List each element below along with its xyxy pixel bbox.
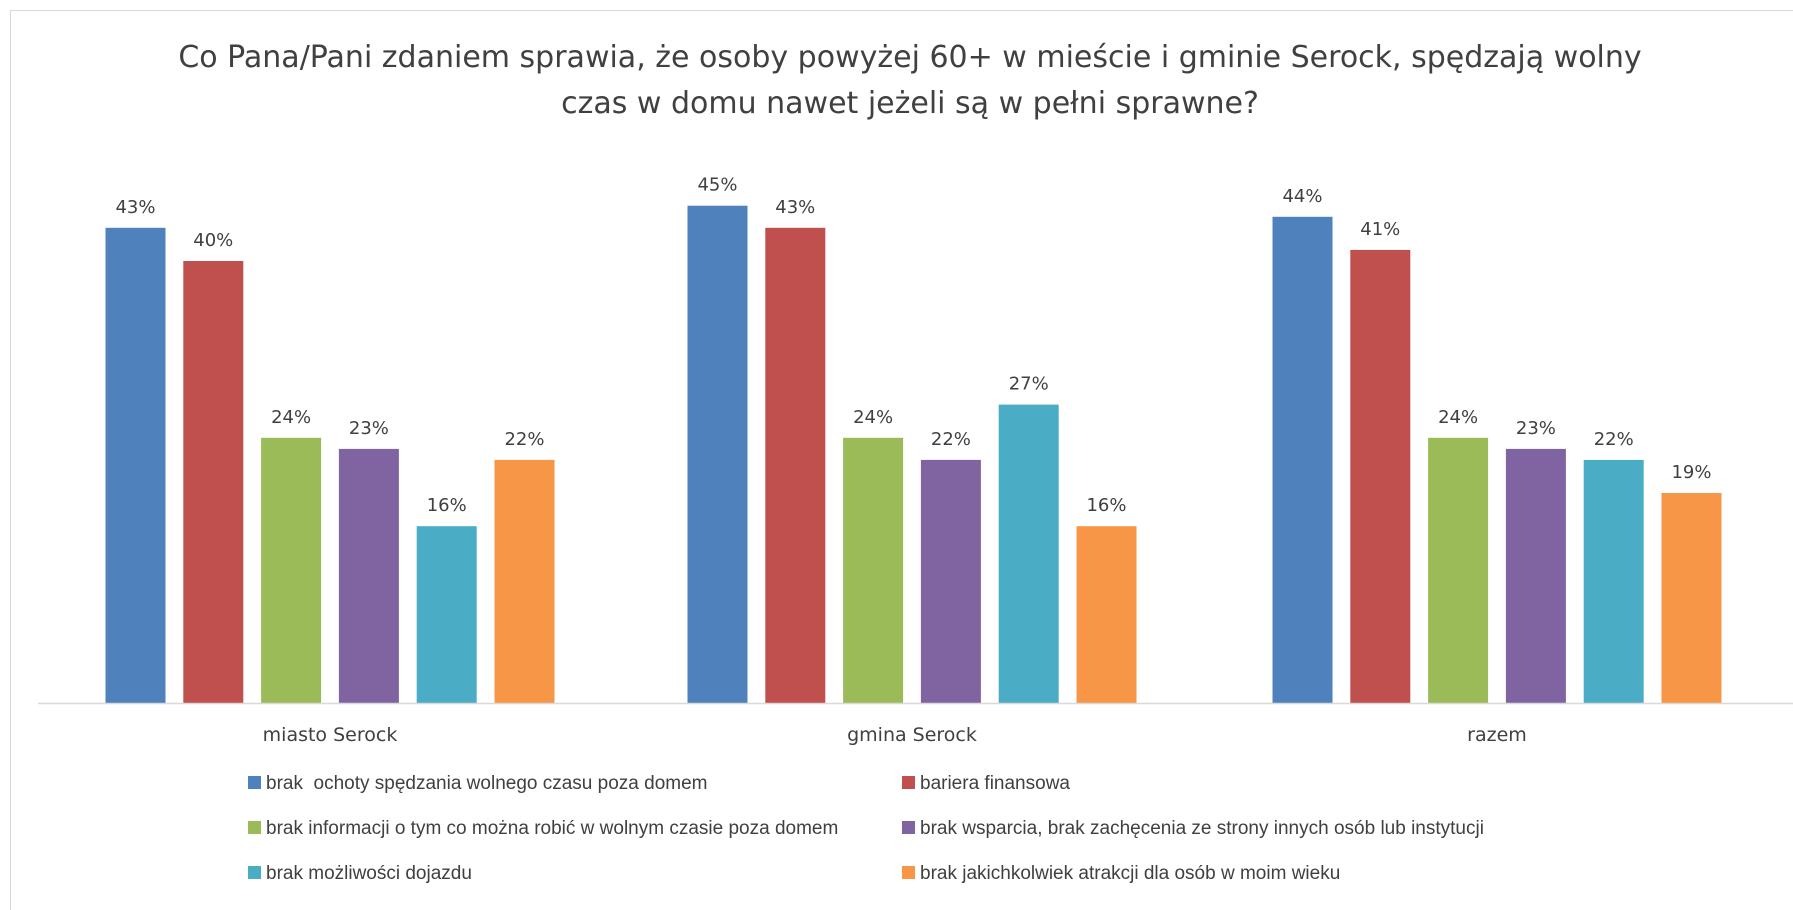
data-label: 22% [504,429,544,450]
bar [1505,448,1566,704]
bar [920,459,981,703]
data-label: 19% [1671,462,1711,483]
bar [998,404,1059,703]
bar [1272,216,1333,704]
bar [105,227,166,704]
legend-label: bariera finansowa [920,773,1070,794]
data-label: 40% [193,230,233,251]
legend-item: brak informacji o tym co można robić w w… [248,818,838,839]
legend-swatch [902,821,915,834]
bar [687,205,748,703]
legend-swatch [248,821,261,834]
data-label: 27% [1009,374,1049,395]
legend-swatch [248,866,261,879]
legend-item: brak możliwości dojazdu [248,863,472,884]
bars [105,205,1722,704]
bar [1350,249,1411,703]
legend-item: brak wsparcia, brak zachęcenia ze strony… [902,818,1484,839]
bar [765,227,826,704]
bar [843,437,904,703]
legend-label: brak informacji o tym co można robić w w… [266,818,838,839]
bar [1661,493,1722,703]
legend-swatch [902,776,915,789]
category-label: gmina Serock [847,724,977,746]
data-label: 43% [115,197,155,218]
legend-swatch [248,776,261,789]
bar [183,261,244,703]
data-label: 23% [1516,418,1556,439]
chart-frame [10,10,1793,910]
data-label: 24% [271,407,311,428]
legend-label: brak jakichkolwiek atrakcji dla osób w m… [920,863,1340,884]
data-label: 22% [931,429,971,450]
legend-label: brak wsparcia, brak zachęcenia ze strony… [920,818,1484,839]
data-labels: 43% 40% 24% 23% 16% 22% 45% 43% 24% 22% 27% 16% 44% 4… [115,175,1711,517]
legend-swatch [902,866,915,879]
data-label: 16% [427,495,467,516]
bar [1583,459,1644,703]
chart-title-line: Co Pana/Pani zdaniem sprawia, że osoby p… [178,40,1641,75]
data-label: 23% [349,418,389,439]
data-label: 41% [1360,219,1400,240]
category-labels: miasto Serock gmina Serock razem [263,724,1527,746]
chart-title-line: czas w domu nawet jeżeli są w pełni spra… [561,86,1259,121]
bar [1428,437,1489,703]
bar [494,459,555,703]
data-label: 44% [1282,186,1322,207]
category-label: razem [1467,724,1527,746]
legend-label: brak możliwości dojazdu [266,863,472,884]
data-label: 43% [775,197,815,218]
legend-label: brak ochoty spędzania wolnego czasu poza… [266,773,707,794]
legend-item: bariera finansowa [902,773,1070,794]
legend-item: brak ochoty spędzania wolnego czasu poza… [248,773,707,794]
chart-title: Co Pana/Pani zdaniem sprawia, że osoby p… [178,40,1641,121]
legend-item: brak jakichkolwiek atrakcji dla osób w m… [902,863,1340,884]
data-label: 45% [697,175,737,196]
category-label: miasto Serock [263,724,398,746]
data-label: 24% [1438,407,1478,428]
bar [261,437,322,703]
data-label: 24% [853,407,893,428]
legend: brak ochoty spędzania wolnego czasu poza… [248,773,1484,884]
data-label: 16% [1086,495,1126,516]
bar [338,448,399,704]
bar [416,526,477,703]
bar [1076,526,1137,703]
data-label: 22% [1594,429,1634,450]
